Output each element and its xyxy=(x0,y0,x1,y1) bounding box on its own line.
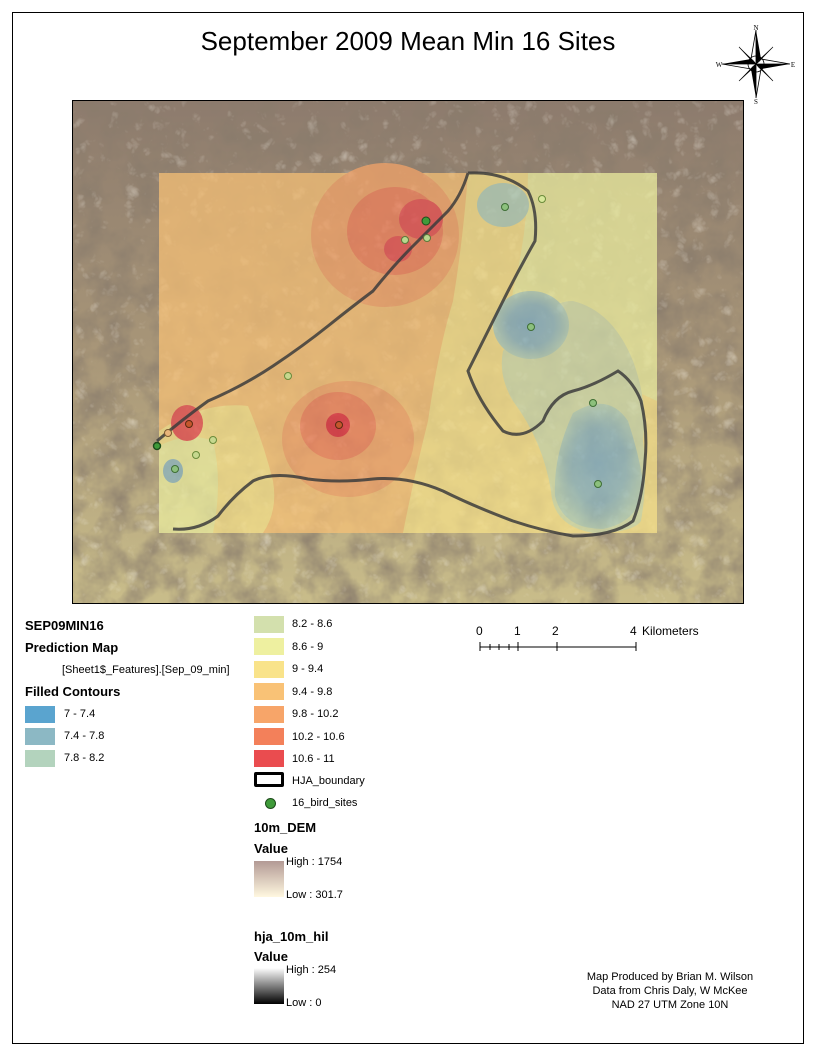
legend-left: SEP09MIN16 xyxy=(25,618,104,633)
legend-hil-value: Value xyxy=(254,949,288,964)
credits-line-3: NAD 27 UTM Zone 10N xyxy=(611,999,729,1011)
legend-dem-value: Value xyxy=(254,841,288,856)
legend-class-label: 9.8 - 10.2 xyxy=(292,708,339,720)
bird-sites-layer[interactable] xyxy=(152,195,602,488)
legend-dem-ramp xyxy=(254,861,284,897)
legend-boundary-label: HJA_boundary xyxy=(292,775,365,787)
legend-class-label: 7.4 - 7.8 xyxy=(64,730,105,742)
compass-west-label: W xyxy=(716,61,723,69)
map-canvas xyxy=(73,101,743,603)
legend-class-label: 9 - 9.4 xyxy=(292,663,324,675)
north-arrow-compass-icon: N S E W xyxy=(714,22,798,106)
bird-site-marker[interactable] xyxy=(538,195,546,203)
legend-swatch-class-0 xyxy=(25,706,55,723)
map-credits: Map Produced by Brian M. Wilson Data fro… xyxy=(560,970,780,1012)
bird-site-marker[interactable] xyxy=(421,216,431,226)
map-layout-frame xyxy=(12,12,804,1044)
prediction-surface xyxy=(159,163,657,533)
legend-swatch-class-3 xyxy=(254,616,284,633)
legend-hil-low: Low : 0 xyxy=(286,997,322,1009)
hja-boundary-outline xyxy=(156,171,648,538)
legend-swatch-class-2 xyxy=(25,750,55,767)
compass-east-label: E xyxy=(791,61,795,69)
scale-tick-label: 2 xyxy=(552,624,559,638)
legend-swatch-class-5 xyxy=(254,661,284,678)
map-title: September 2009 Mean Min 16 Sites xyxy=(200,26,616,56)
bird-site-marker[interactable] xyxy=(401,236,409,244)
legend-class-label: 7.8 - 8.2 xyxy=(64,752,105,764)
bird-site-marker[interactable] xyxy=(192,451,200,459)
credits-line-1: Map Produced by Brian M. Wilson xyxy=(586,971,754,983)
legend-class-label: 10.2 - 10.6 xyxy=(292,731,345,743)
scale-tick-label: 0 xyxy=(476,624,483,638)
bird-site-marker[interactable] xyxy=(171,465,179,473)
scale-tick-label: 1 xyxy=(514,624,521,638)
legend-boundary-symbol xyxy=(254,772,284,787)
legend-class-label: 10.6 - 11 xyxy=(292,753,335,765)
legend-hil-name: hja_10m_hil xyxy=(254,929,329,944)
legend-field-name: [Sheet1$_Features].[Sep_09_min] xyxy=(62,664,230,676)
legend-prediction-map: Prediction Map xyxy=(25,640,119,655)
legend-dem-low: Low : 301.7 xyxy=(286,889,343,901)
legend-swatch-class-4 xyxy=(254,638,284,655)
legend-dem-name: 10m_DEM xyxy=(254,820,317,835)
bird-site-marker[interactable] xyxy=(209,436,217,444)
legend-class-label: 8.2 - 8.6 xyxy=(292,618,333,630)
legend-layer-name: SEP09MIN16 xyxy=(25,618,104,633)
bird-site-marker[interactable] xyxy=(284,372,292,380)
legend-swatch-class-1 xyxy=(25,728,55,745)
scale-unit-label: Kilometers xyxy=(642,624,699,638)
bird-site-marker[interactable] xyxy=(164,429,172,437)
legend-class-label: 7 - 7.4 xyxy=(64,708,96,720)
legend-swatch-class-7 xyxy=(254,706,284,723)
legend-swatch-class-8 xyxy=(254,728,284,745)
scale-bar-graphic xyxy=(479,642,637,651)
legend-swatch-class-9 xyxy=(254,750,284,767)
legend-sites-label: 16_bird_sites xyxy=(292,797,358,809)
credits-line-2: Data from Chris Daly, W McKee xyxy=(592,985,748,997)
bird-site-marker[interactable] xyxy=(185,420,193,428)
bird-site-marker[interactable] xyxy=(527,323,535,331)
scale-bar: 0 1 2 4 Kilometers xyxy=(470,622,730,662)
legend-hil-ramp xyxy=(254,968,284,1004)
compass-north-label: N xyxy=(753,24,758,32)
legend-dem-high: High : 1754 xyxy=(286,856,343,868)
scale-tick-label: 4 xyxy=(630,624,637,638)
bird-site-marker[interactable] xyxy=(501,203,509,211)
legend-bird-site-symbol xyxy=(265,798,276,809)
map-view[interactable] xyxy=(72,100,744,604)
legend-class-label: 8.6 - 9 xyxy=(292,641,324,653)
legend-filled-contours: Filled Contours xyxy=(25,684,121,699)
bird-site-marker[interactable] xyxy=(589,399,597,407)
bird-site-marker[interactable] xyxy=(152,441,162,451)
compass-south-label: S xyxy=(754,98,758,106)
bird-site-marker[interactable] xyxy=(594,480,602,488)
legend-hil-high: High : 254 xyxy=(286,964,337,976)
legend-class-label: 9.4 - 9.8 xyxy=(292,686,333,698)
bird-site-marker[interactable] xyxy=(335,421,343,429)
bird-site-marker[interactable] xyxy=(423,234,431,242)
legend-swatch-class-6 xyxy=(254,683,284,700)
